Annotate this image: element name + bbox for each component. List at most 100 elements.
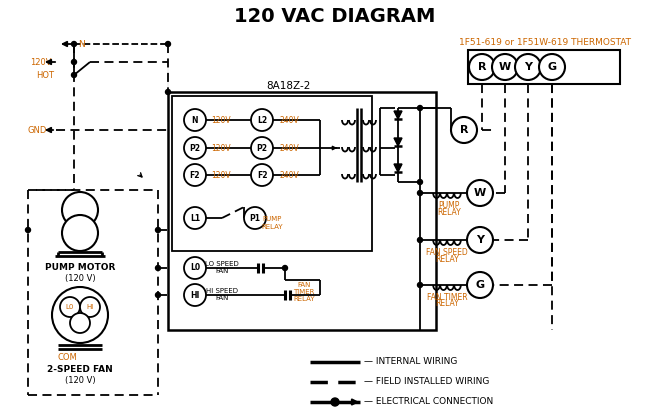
Text: F2: F2 [257,171,267,179]
Circle shape [62,192,98,228]
Text: Y: Y [524,62,532,72]
Circle shape [451,117,477,143]
Text: 240V: 240V [279,171,299,179]
Text: P2: P2 [257,143,267,153]
Circle shape [492,54,518,80]
Text: 240V: 240V [279,143,299,153]
Circle shape [417,179,423,184]
Circle shape [80,297,100,317]
Text: HI: HI [190,290,200,300]
Circle shape [244,207,266,229]
Text: 120V: 120V [211,143,230,153]
Text: FAN: FAN [297,282,311,288]
Text: GND: GND [28,126,48,134]
Text: HI SPEED: HI SPEED [206,288,238,294]
Text: FAN: FAN [215,268,228,274]
Circle shape [184,257,206,279]
Circle shape [417,238,423,243]
Circle shape [165,41,170,47]
Circle shape [251,164,273,186]
Polygon shape [394,111,402,119]
Text: L2: L2 [257,116,267,124]
Text: 240V: 240V [279,116,299,124]
Text: N: N [78,39,84,49]
Circle shape [539,54,565,80]
Circle shape [155,292,161,297]
Circle shape [251,109,273,131]
Circle shape [184,207,206,229]
Text: — INTERNAL WIRING: — INTERNAL WIRING [364,357,458,367]
Text: (120 V): (120 V) [65,274,95,282]
Text: 8A18Z-2: 8A18Z-2 [266,81,310,91]
Text: RELAY: RELAY [435,254,459,264]
Polygon shape [394,138,402,146]
Text: RELAY: RELAY [437,207,461,217]
Text: R: R [478,62,486,72]
Circle shape [467,180,493,206]
Text: FAN SPEED: FAN SPEED [426,248,468,256]
Text: 120 VAC DIAGRAM: 120 VAC DIAGRAM [234,7,436,26]
Text: RELAY: RELAY [435,300,459,308]
Circle shape [417,191,423,196]
Circle shape [72,59,76,65]
Circle shape [25,228,31,233]
Circle shape [184,109,206,131]
Circle shape [515,54,541,80]
Text: PUMP MOTOR: PUMP MOTOR [45,264,115,272]
Circle shape [331,398,339,406]
Circle shape [72,41,76,47]
Circle shape [165,90,170,95]
Circle shape [155,228,161,233]
Text: W: W [499,62,511,72]
Circle shape [417,106,423,111]
Circle shape [72,72,76,78]
Polygon shape [394,164,402,172]
Circle shape [467,272,493,298]
Text: 1F51-619 or 1F51W-619 THERMOSTAT: 1F51-619 or 1F51W-619 THERMOSTAT [459,37,631,47]
Text: — FIELD INSTALLED WIRING: — FIELD INSTALLED WIRING [364,378,489,386]
Circle shape [184,284,206,306]
Bar [168,92,436,330]
Circle shape [467,227,493,253]
Circle shape [184,137,206,159]
Text: 2-SPEED FAN: 2-SPEED FAN [47,365,113,375]
Circle shape [184,164,206,186]
Text: 120V: 120V [30,57,52,67]
Text: F2: F2 [190,171,200,179]
Text: RELAY: RELAY [261,224,283,230]
Text: TIMER: TIMER [293,289,315,295]
Circle shape [52,287,108,343]
Text: COM: COM [58,352,78,362]
Text: Y: Y [476,235,484,245]
Bar [468,50,620,84]
Circle shape [62,215,98,251]
Circle shape [469,54,495,80]
Text: RELAY: RELAY [293,296,315,302]
Bar [172,96,372,251]
Text: P1: P1 [249,214,261,222]
Circle shape [155,266,161,271]
Text: L0: L0 [66,304,74,310]
Circle shape [417,282,423,287]
Text: PUMP: PUMP [438,201,460,210]
Circle shape [251,137,273,159]
Text: G: G [476,280,484,290]
Text: N: N [192,116,198,124]
Circle shape [60,297,80,317]
Text: W: W [474,188,486,198]
Text: HOT: HOT [36,70,54,80]
Text: — ELECTRICAL CONNECTION: — ELECTRICAL CONNECTION [364,398,493,406]
Text: PUMP: PUMP [263,216,281,222]
Text: R: R [460,125,468,135]
Text: LO SPEED: LO SPEED [205,261,239,267]
Text: 120V: 120V [211,171,230,179]
Text: HI: HI [86,304,94,310]
Circle shape [283,266,287,271]
Text: (120 V): (120 V) [65,375,95,385]
Text: FAN TIMER: FAN TIMER [427,292,467,302]
Circle shape [70,313,90,333]
Text: FAN: FAN [215,295,228,301]
Text: L0: L0 [190,264,200,272]
Text: P2: P2 [190,143,200,153]
Text: G: G [547,62,557,72]
